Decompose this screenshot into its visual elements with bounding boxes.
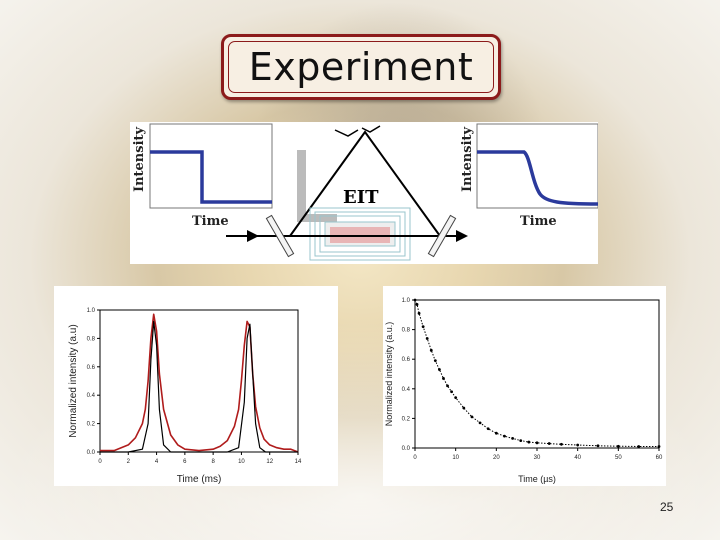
y-axis-label: Normalized intensity (a.u) — [68, 324, 79, 437]
x-axis-label: Time (ms) — [177, 474, 222, 485]
right-inset-ylabel: Intensity — [460, 126, 475, 192]
eit-label: EIT — [343, 187, 379, 208]
page-number: 25 — [660, 500, 674, 514]
eit-diagram-svg: Intensity Time EIT — [132, 123, 599, 261]
y-tick-label: 0.2 — [87, 422, 96, 428]
chart-right-svg: 0 10 20 30 40 50 60 0.0 0.2 0.4 0.6 0.8 1.0 Time (µs)… — [384, 298, 663, 484]
eit-diagram: Intensity Time EIT — [130, 122, 599, 264]
slide-title: Experiment — [248, 45, 474, 89]
data-point — [616, 444, 620, 448]
plot-frame — [99, 309, 299, 453]
beam-splitter-right — [427, 214, 457, 258]
beam-triangle — [289, 125, 441, 237]
y-tick-label: 1.0 — [402, 298, 411, 304]
top-mirror-icon — [334, 125, 381, 137]
data-point — [637, 445, 641, 448]
x-tick-label: 12 — [266, 459, 273, 465]
right-inset: Intensity Time — [460, 123, 599, 229]
plot-frame — [414, 299, 660, 449]
x-tick-label: 30 — [534, 455, 541, 461]
chart-left: 0 2 4 6 8 10 12 14 0.0 0.2 0.4 0.6 0.8 1.0 Time (ms) No… — [54, 286, 338, 486]
right-inset-frame — [476, 123, 599, 209]
x-tick-label: 2 — [127, 459, 131, 465]
x-tick-label: 10 — [238, 459, 245, 465]
cell-shield-inner — [319, 215, 401, 253]
data-point — [560, 442, 563, 446]
x-tick-label: 8 — [211, 459, 215, 465]
x-tick-label: 60 — [656, 455, 663, 461]
y-tick-label: 0.4 — [402, 387, 411, 393]
y-axis-label: Normalized intensity (a.u.) — [384, 322, 394, 427]
slide-title-frame: Experiment — [221, 34, 501, 100]
beam-arrow-left-icon — [247, 230, 259, 242]
x-tick-label: 0 — [98, 459, 102, 465]
left-inset-frame — [149, 123, 273, 209]
x-tick-label: 50 — [615, 455, 622, 461]
series-line-1 — [100, 320, 298, 453]
x-tick-label: 4 — [155, 459, 159, 465]
cell-shield-outer — [309, 207, 411, 261]
chart-left-svg: 0 2 4 6 8 10 12 14 0.0 0.2 0.4 0.6 0.8 1.0 Time (ms) No… — [68, 308, 302, 485]
x-tick-label: 0 — [413, 455, 417, 461]
right-pulse-curve — [477, 150, 599, 206]
left-inset: Intensity Time — [132, 123, 273, 229]
triangle-beams — [289, 130, 441, 237]
gray-base — [297, 214, 337, 222]
left-inset-xlabel: Time — [192, 214, 229, 229]
y-tick-label: 0.6 — [87, 365, 96, 371]
slide-title-inner-frame: Experiment — [228, 41, 494, 93]
x-tick-label: 20 — [493, 455, 500, 461]
x-tick-label: 6 — [183, 459, 187, 465]
beam-splitter-left — [265, 214, 295, 258]
y-tick-label: 0.0 — [402, 446, 411, 452]
optical-frame — [297, 150, 337, 222]
y-tick-label: 0.2 — [402, 416, 411, 422]
series-trace — [414, 299, 659, 447]
left-pulse-curve — [150, 150, 272, 204]
chart-right: 0 10 20 30 40 50 60 0.0 0.2 0.4 0.6 0.8 1.0 Time (µs)… — [383, 286, 666, 486]
x-tick-label: 10 — [452, 455, 459, 461]
series-line-0 — [100, 313, 299, 453]
y-tick-label: 0.0 — [87, 450, 96, 456]
beam-arrow-right-icon — [456, 230, 468, 242]
data-point — [535, 441, 539, 445]
x-axis-label: Time (µs) — [518, 474, 556, 484]
data-point — [417, 311, 421, 315]
right-inset-xlabel: Time — [520, 214, 557, 229]
data-point — [527, 440, 531, 444]
left-inset-ylabel: Intensity — [132, 126, 147, 192]
y-tick-label: 0.8 — [87, 336, 96, 342]
x-tick-label: 40 — [574, 455, 581, 461]
y-tick-label: 0.6 — [402, 357, 411, 363]
probe-beam — [226, 214, 468, 258]
cell-shield-mid — [314, 211, 406, 257]
gray-post — [297, 150, 306, 220]
vapor-cell — [309, 207, 411, 261]
y-tick-label: 1.0 — [87, 308, 96, 314]
y-tick-label: 0.8 — [402, 328, 411, 334]
x-tick-label: 14 — [295, 459, 302, 465]
data-point — [547, 442, 551, 445]
y-tick-label: 0.4 — [87, 393, 96, 399]
